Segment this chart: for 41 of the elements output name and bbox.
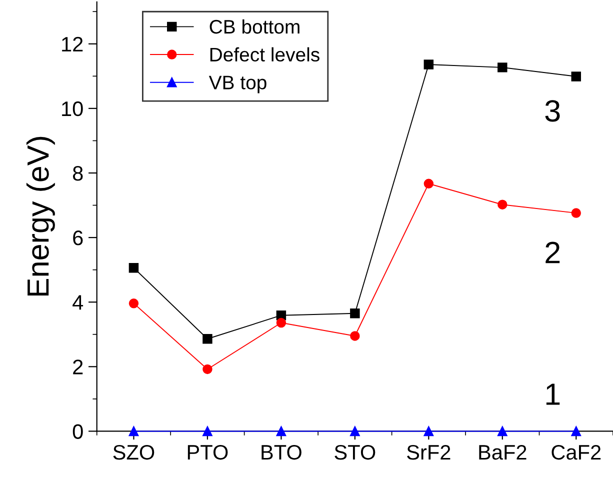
point xyxy=(350,308,360,318)
point xyxy=(571,426,581,436)
annotation: 2 xyxy=(546,242,560,264)
point xyxy=(498,62,508,72)
point xyxy=(202,334,212,344)
y-tick-label: 0 xyxy=(72,424,83,439)
y-tick-label: 2 xyxy=(73,360,83,374)
point xyxy=(571,208,581,218)
legend-label: VB top xyxy=(208,76,266,94)
point xyxy=(424,60,434,70)
y-tick-label: 10 xyxy=(62,101,83,116)
y-tick-label: 12 xyxy=(62,36,83,52)
point xyxy=(128,298,139,308)
x-tick-label: SZO xyxy=(113,444,154,460)
y-tick-label: 4 xyxy=(72,295,84,310)
point xyxy=(202,364,212,374)
point xyxy=(276,318,286,328)
point xyxy=(128,426,139,436)
point xyxy=(128,263,139,273)
point xyxy=(202,426,212,436)
y-tick-label: 6 xyxy=(73,230,83,246)
legend-label: CB bottom xyxy=(210,19,300,34)
point xyxy=(424,178,434,188)
x-tick-label: PTO xyxy=(188,444,228,460)
point xyxy=(498,426,508,436)
annotation: 3 xyxy=(545,100,560,122)
point xyxy=(350,426,360,436)
x-tick-label: CaF2 xyxy=(552,444,601,460)
point xyxy=(424,426,434,436)
point xyxy=(276,426,286,436)
legend-label: Defect levels xyxy=(210,47,320,62)
x-tick-label: BTO xyxy=(262,444,302,460)
y-tick-label: 8 xyxy=(72,166,83,181)
y-axis-title: Energy (eV) xyxy=(26,136,55,296)
x-tick-label: BaF2 xyxy=(479,444,526,460)
point xyxy=(498,200,508,210)
point xyxy=(571,72,581,82)
x-tick-label: STO xyxy=(334,444,376,460)
annotation: 1 xyxy=(546,384,560,405)
x-tick-label: SrF2 xyxy=(407,444,450,460)
point xyxy=(350,331,360,341)
